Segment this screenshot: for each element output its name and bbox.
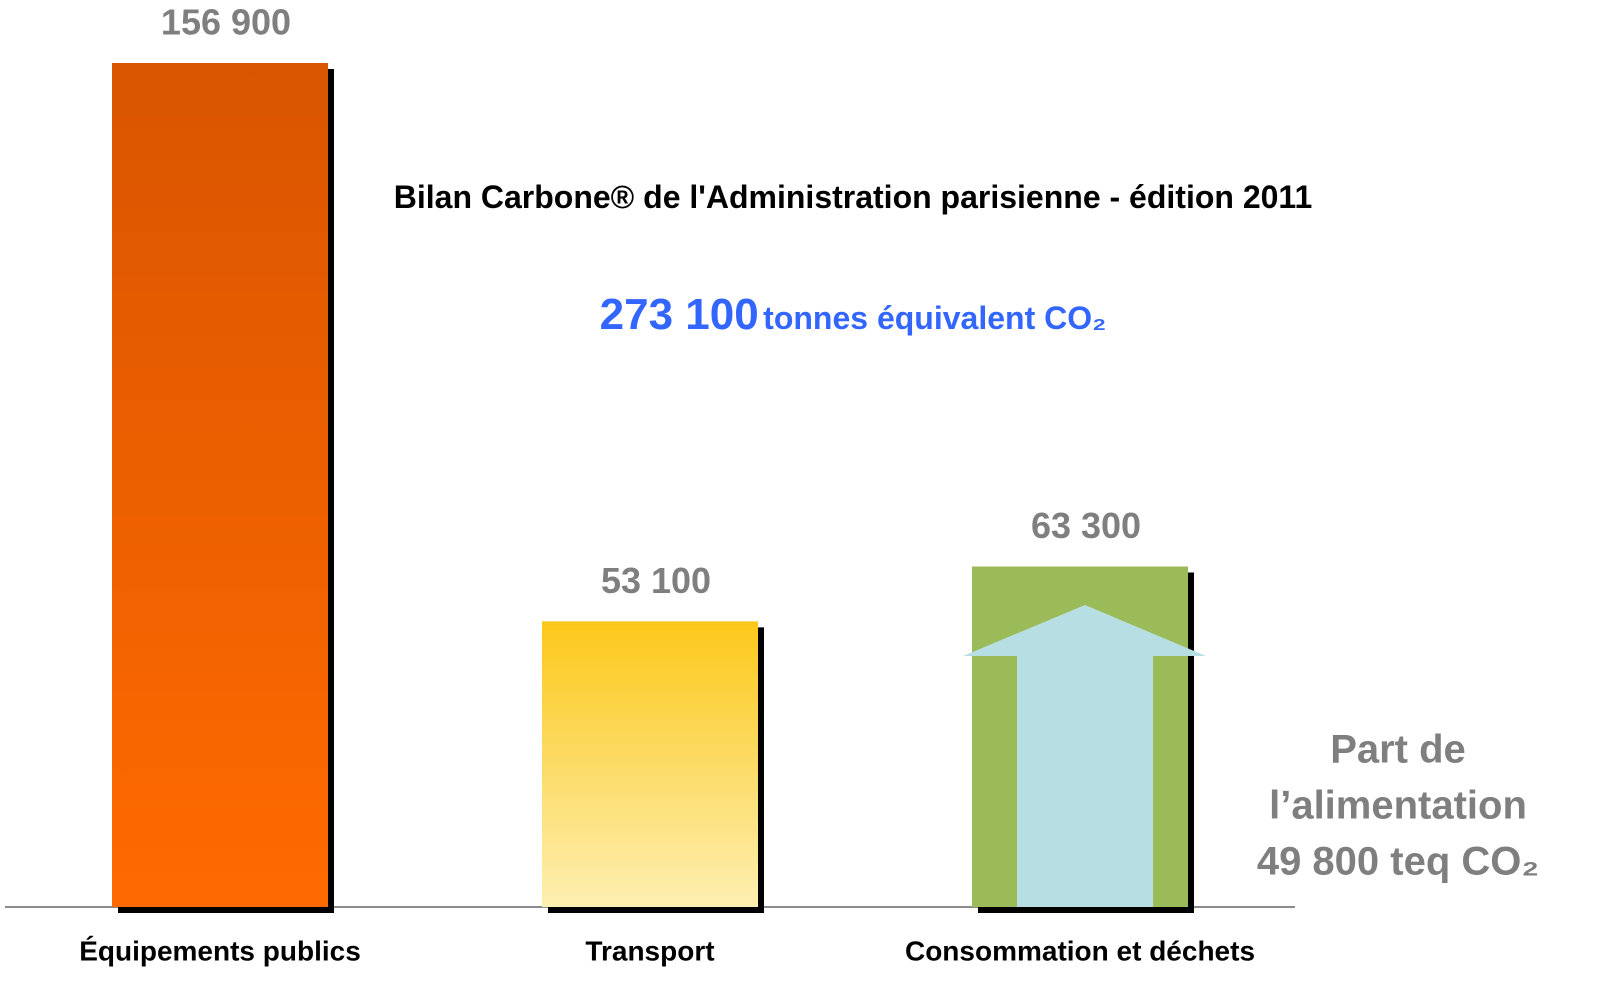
- chart-title: Bilan Carbone® de l'Administration paris…: [393, 179, 1313, 215]
- annotation: l’alimentation: [1269, 784, 1527, 828]
- x-tick-label: Consommation et déchets: [905, 935, 1255, 966]
- bar: [112, 63, 328, 907]
- bar: [542, 621, 758, 907]
- subtitle-unit: tonnes équivalent CO₂: [763, 300, 1107, 336]
- x-tick-label: Transport: [585, 935, 714, 966]
- x-tick-label: Équipements publics: [79, 935, 361, 966]
- subtitle-total: 273 100: [599, 290, 759, 339]
- value-label: 156 900: [161, 2, 291, 43]
- annotation: 49 800 teq CO₂: [1257, 840, 1539, 884]
- chart-subtitle: 273 100 tonnes équivalent CO₂: [293, 290, 1413, 340]
- value-label: 63 300: [1031, 505, 1141, 546]
- value-label: 53 100: [601, 560, 711, 601]
- arrow: [963, 605, 1206, 907]
- annotation: Part de: [1330, 728, 1466, 772]
